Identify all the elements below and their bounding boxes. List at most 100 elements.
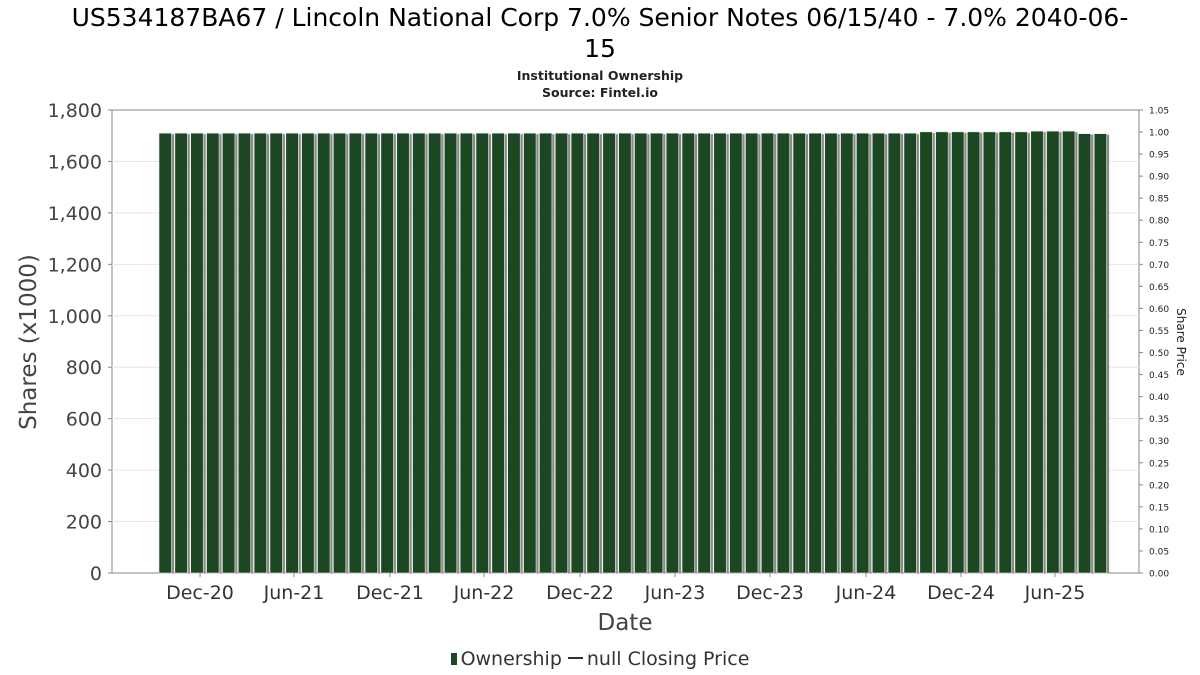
ownership-bar (507, 132, 521, 574)
ownership-bar (713, 132, 727, 574)
ownership-bar (745, 132, 759, 574)
ownership-bar (951, 131, 965, 574)
ownership-bar (808, 132, 822, 574)
ownership-bar (871, 132, 886, 574)
y-tick-label: 200 (66, 512, 102, 534)
ownership-bar (602, 132, 616, 574)
ownership-bar (650, 132, 664, 574)
ownership-bar (333, 132, 347, 574)
ownership-bar (998, 131, 1012, 574)
ownership-bar (491, 132, 505, 574)
ownership-bar (158, 132, 172, 574)
ownership-bar (618, 132, 632, 574)
ownership-bar (475, 132, 489, 574)
ownership-bar (253, 132, 267, 574)
ownership-bar (237, 132, 252, 574)
ownership-bar (982, 131, 997, 574)
ownership-bar (856, 132, 870, 574)
y2-tick-label: 0.70 (1149, 261, 1169, 271)
ownership-bar (443, 132, 458, 574)
x-tick-label: Dec-24 (927, 582, 995, 604)
ownership-bar (840, 132, 854, 574)
x-axis-title: Date (598, 610, 653, 636)
ownership-bar (1078, 133, 1092, 574)
y2-tick-label: 0.50 (1149, 349, 1169, 359)
ownership-bar (776, 132, 790, 574)
y2-tick-label: 0.20 (1149, 481, 1169, 491)
ownership-bar (729, 132, 743, 574)
x-tick-label: Jun-24 (835, 582, 897, 604)
y2-tick-label: 0.90 (1149, 173, 1169, 183)
ownership-bar (317, 132, 331, 574)
ownership-bar (428, 132, 442, 574)
y-tick-label: 0 (90, 563, 102, 585)
y-tick-label: 1,200 (48, 254, 102, 276)
ownership-bar (1062, 130, 1076, 574)
ownership-bar (665, 132, 680, 574)
ownership-bar (760, 132, 775, 574)
ownership-bar (919, 131, 933, 574)
y2-tick-label: 1.00 (1149, 129, 1169, 139)
x-tick-label: Jun-23 (644, 582, 706, 604)
ownership-bar (174, 132, 188, 574)
ownership-bar (348, 132, 363, 574)
ownership-bar (697, 132, 711, 574)
y2-tick-label: 0.60 (1149, 305, 1169, 315)
y-tick-label: 1,000 (48, 306, 102, 328)
y2-tick-label: 0.75 (1149, 239, 1169, 249)
x-tick-label: Jun-25 (1024, 582, 1086, 604)
ownership-bar (1046, 130, 1060, 574)
closing-price-legend-label: null Closing Price (586, 648, 750, 670)
ownership-bar (1093, 133, 1107, 574)
y-tick-label: 800 (66, 357, 102, 379)
ownership-legend-label: Ownership (460, 648, 562, 670)
ownership-bar (539, 132, 553, 574)
y2-tick-label: 0.00 (1149, 570, 1169, 580)
y2-tick-label: 0.45 (1149, 371, 1169, 381)
ownership-bar (681, 132, 695, 574)
ownership-bar (222, 132, 236, 574)
x-tick-label: Jun-22 (453, 582, 515, 604)
ownership-bar (396, 132, 410, 574)
chart-title-line-2: 15 (584, 34, 616, 63)
chart-legend: Ownership null Closing Price (0, 648, 1200, 670)
y2-tick-label: 0.55 (1149, 327, 1169, 337)
chart-title-line-1: US534187BA67 / Lincoln National Corp 7.0… (71, 3, 1129, 32)
ownership-bar (206, 132, 220, 574)
ownership-bar (380, 132, 394, 574)
chart-subtitle: Institutional Ownership Source: Fintel.i… (0, 67, 1200, 101)
ownership-legend-swatch (450, 653, 457, 665)
chart-title: US534187BA67 / Lincoln National Corp 7.0… (0, 2, 1200, 64)
x-tick-label: Dec-20 (166, 582, 234, 604)
y-tick-label: 1,600 (48, 151, 102, 173)
y2-tick-label: 0.10 (1149, 525, 1169, 535)
x-tick-label: Jun-21 (263, 582, 325, 604)
y2-tick-label: 0.85 (1149, 195, 1169, 205)
y2-tick-label: 0.40 (1149, 393, 1169, 403)
ownership-bar (1030, 130, 1044, 574)
ownership-bar (792, 132, 806, 574)
ownership-bar (269, 132, 283, 574)
x-tick-label: Dec-22 (546, 582, 614, 604)
ownership-bar (190, 132, 204, 574)
y-tick-label: 400 (66, 460, 102, 482)
y2-tick-label: 0.05 (1149, 547, 1169, 557)
ownership-bar (412, 132, 426, 574)
ownership-bar (1014, 131, 1028, 574)
closing-price-legend-swatch (567, 657, 583, 659)
y2-tick-label: 0.35 (1149, 415, 1169, 425)
ownership-bar (523, 132, 537, 574)
y2-tick-label: 1.05 (1149, 107, 1169, 117)
ownership-bar (824, 132, 838, 574)
ownership-bar (967, 131, 981, 574)
y-axis-title: Shares (x1000) (16, 254, 42, 430)
ownership-bar (935, 131, 949, 574)
y2-tick-label: 0.65 (1149, 283, 1169, 293)
y-tick-label: 1,400 (48, 203, 102, 225)
y-tick-label: 1,800 (48, 100, 102, 122)
ownership-bar (903, 132, 917, 574)
y2-tick-label: 0.25 (1149, 459, 1169, 469)
ownership-bar (887, 132, 901, 574)
y2-axis-title: Share Price (1174, 308, 1188, 376)
